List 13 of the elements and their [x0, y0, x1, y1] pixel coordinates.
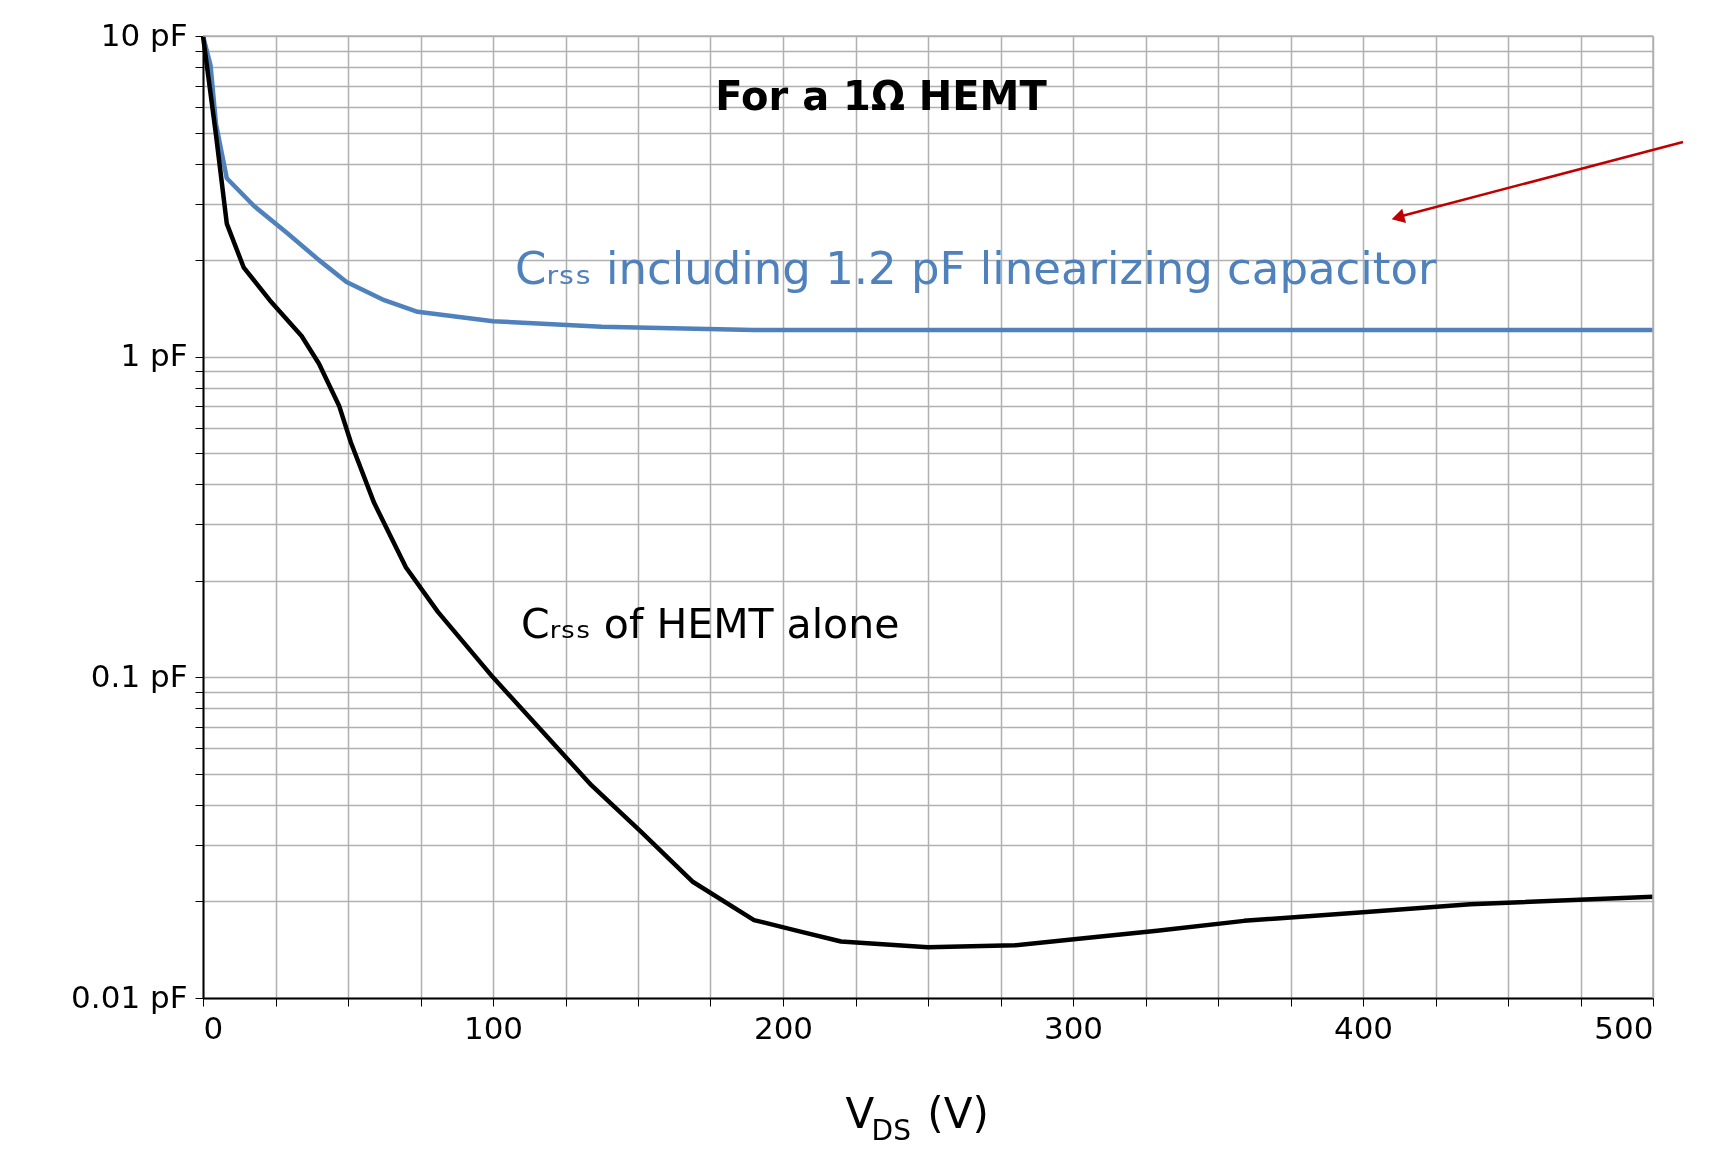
- text: For a 1Ω HEMT: [715, 73, 1048, 119]
- y-tick-label: 0.1 pF: [90, 657, 188, 694]
- x-tick-label: 0: [203, 1009, 224, 1046]
- y-tick-label: 1 pF: [120, 337, 188, 374]
- x-tick-label: 300: [1043, 1009, 1104, 1046]
- series-label: Cᵣₛₛ including 1.2 pF linearizing capacitor: [515, 242, 1437, 295]
- y-tick-label: 0.01 pF: [71, 978, 188, 1015]
- x-tick-label: 200: [753, 1009, 814, 1046]
- series-label: Cᵣₛₛ of HEMT alone: [521, 600, 900, 648]
- x-tick-label: 400: [1333, 1009, 1394, 1046]
- x-tick-label: 100: [463, 1009, 524, 1046]
- y-tick-label: 10 pF: [100, 16, 188, 53]
- x-tick-label: 500: [1594, 1009, 1654, 1046]
